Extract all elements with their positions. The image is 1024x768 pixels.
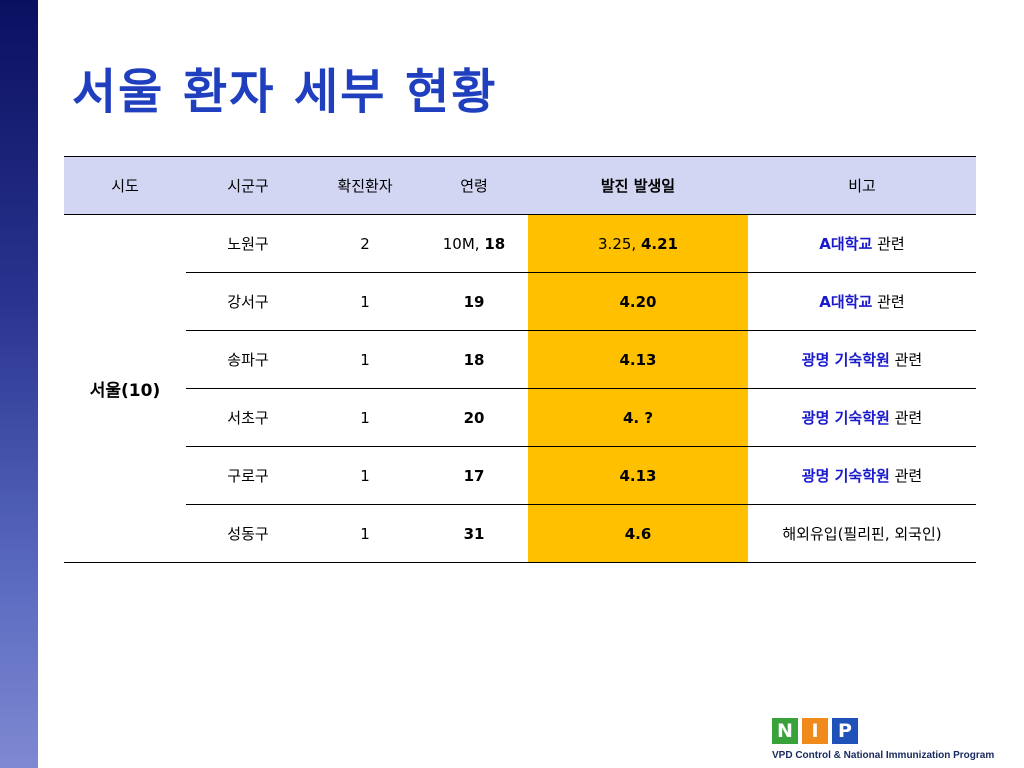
note-highlight: A대학교: [819, 235, 873, 253]
note-text: 관련: [872, 235, 905, 253]
cases-cell: 1: [310, 388, 420, 447]
note-cell: 해외유입(필리핀, 외국인): [748, 504, 976, 563]
table-body: 서울(10) 노원구 2 10M, 18 3.25, 4.21 A대학교 관련 강서구 1 19…: [64, 214, 976, 563]
onset-date-cell: 3.25, 4.21: [528, 214, 748, 273]
district-cell: 송파구: [186, 330, 310, 389]
cases-cell: 1: [310, 272, 420, 331]
onset-date-cell: 4. ?: [528, 388, 748, 447]
age-value: 31: [463, 524, 485, 543]
note-cell: 광명 기숙학원 관련: [748, 446, 976, 505]
note-text: 관련: [889, 409, 923, 427]
nip-letter-i: I: [802, 718, 828, 744]
cases-cell: 1: [310, 330, 420, 389]
header-age: 연령: [420, 156, 528, 215]
note-highlight: 광명 기숙학원: [801, 351, 890, 369]
note-cell: 광명 기숙학원 관련: [748, 330, 976, 389]
header-district: 시군구: [186, 156, 310, 215]
age-value: 17: [463, 466, 485, 485]
note-highlight: 광명 기숙학원: [801, 467, 890, 485]
age-value: 18: [463, 350, 485, 369]
nip-letter-n: N: [772, 718, 798, 744]
note-cell: 광명 기숙학원 관련: [748, 388, 976, 447]
onset-value: 4.13: [619, 466, 657, 485]
note-text: 관련: [889, 351, 923, 369]
page-title: 서울 환자 세부 현황: [72, 64, 498, 120]
note-text: 관련: [889, 467, 923, 485]
nip-logo-letters: N I P: [772, 718, 858, 746]
age-cell: 17: [420, 446, 528, 505]
nip-logo-text: VPD Control & National Immunization Prog…: [772, 750, 995, 761]
age-cell: 20: [420, 388, 528, 447]
age-value: 20: [463, 408, 485, 427]
onset-value: 4. ?: [622, 408, 654, 427]
header-onset-date: 발진 발생일: [528, 156, 748, 215]
onset-value: 4.13: [619, 350, 657, 369]
cases-cell: 1: [310, 446, 420, 505]
table-row: 강서구 1 19 4.20 A대학교 관련: [64, 272, 976, 331]
note-text: 관련: [872, 293, 905, 311]
table-row: 구로구 1 17 4.13 광명 기숙학원 관련: [64, 446, 976, 505]
case-table: 시도 시군구 확진환자 연령 발진 발생일 비고 서울(10) 노원구 2 10M, …: [64, 156, 976, 563]
table-row: 서울(10) 노원구 2 10M, 18 3.25, 4.21 A대학교 관련: [64, 214, 976, 563]
onset-date-cell: 4.13: [528, 446, 748, 505]
onset-date-cell: 4.20: [528, 272, 748, 331]
district-cell: 서초구: [186, 388, 310, 447]
age-value: 18: [484, 234, 506, 253]
table-header: 시도 시군구 확진환자 연령 발진 발생일 비고: [64, 156, 976, 215]
district-cell: 성동구: [186, 504, 310, 563]
case-table-container: 시도 시군구 확진환자 연령 발진 발생일 비고 서울(10) 노원구 2 10M, …: [64, 156, 976, 563]
age-cell: 10M, 18: [420, 214, 528, 273]
onset-date-cell: 4.13: [528, 330, 748, 389]
age-cell: 31: [420, 504, 528, 563]
onset-value: 4.6: [624, 524, 652, 543]
table-row: 성동구 1 31 4.6 해외유입(필리핀, 외국인): [64, 504, 976, 563]
district-cell: 강서구: [186, 272, 310, 331]
onset-prefix: 3.25,: [598, 234, 641, 253]
district-cell: 노원구: [186, 214, 310, 273]
header-row: 시도 시군구 확진환자 연령 발진 발생일 비고: [64, 156, 976, 215]
side-decoration-band: [0, 0, 38, 768]
age-prefix: 10M,: [442, 234, 485, 253]
cases-cell: 2: [310, 214, 420, 273]
nip-logo: N I P VPD Control & National Immunizatio…: [770, 718, 1014, 766]
header-cases: 확진환자: [310, 156, 420, 215]
age-cell: 19: [420, 272, 528, 331]
age-cell: 18: [420, 330, 528, 389]
nip-letter-p: P: [832, 718, 858, 744]
header-note: 비고: [748, 156, 976, 215]
cases-cell: 1: [310, 504, 420, 563]
note-highlight: A대학교: [819, 293, 873, 311]
region-cell: 서울(10): [64, 214, 186, 563]
note-cell: A대학교 관련: [748, 272, 976, 331]
note-highlight: 광명 기숙학원: [801, 409, 890, 427]
table-row: 송파구 1 18 4.13 광명 기숙학원 관련: [64, 330, 976, 389]
table-row: 서초구 1 20 4. ? 광명 기숙학원 관련: [64, 388, 976, 447]
header-region: 시도: [64, 156, 186, 215]
note-cell: A대학교 관련: [748, 214, 976, 273]
onset-date-cell: 4.6: [528, 504, 748, 563]
onset-value: 4.21: [640, 234, 678, 253]
district-cell: 구로구: [186, 446, 310, 505]
note-text: 해외유입(필리핀, 외국인): [782, 525, 942, 543]
onset-value: 4.20: [619, 292, 657, 311]
age-value: 19: [463, 292, 485, 311]
